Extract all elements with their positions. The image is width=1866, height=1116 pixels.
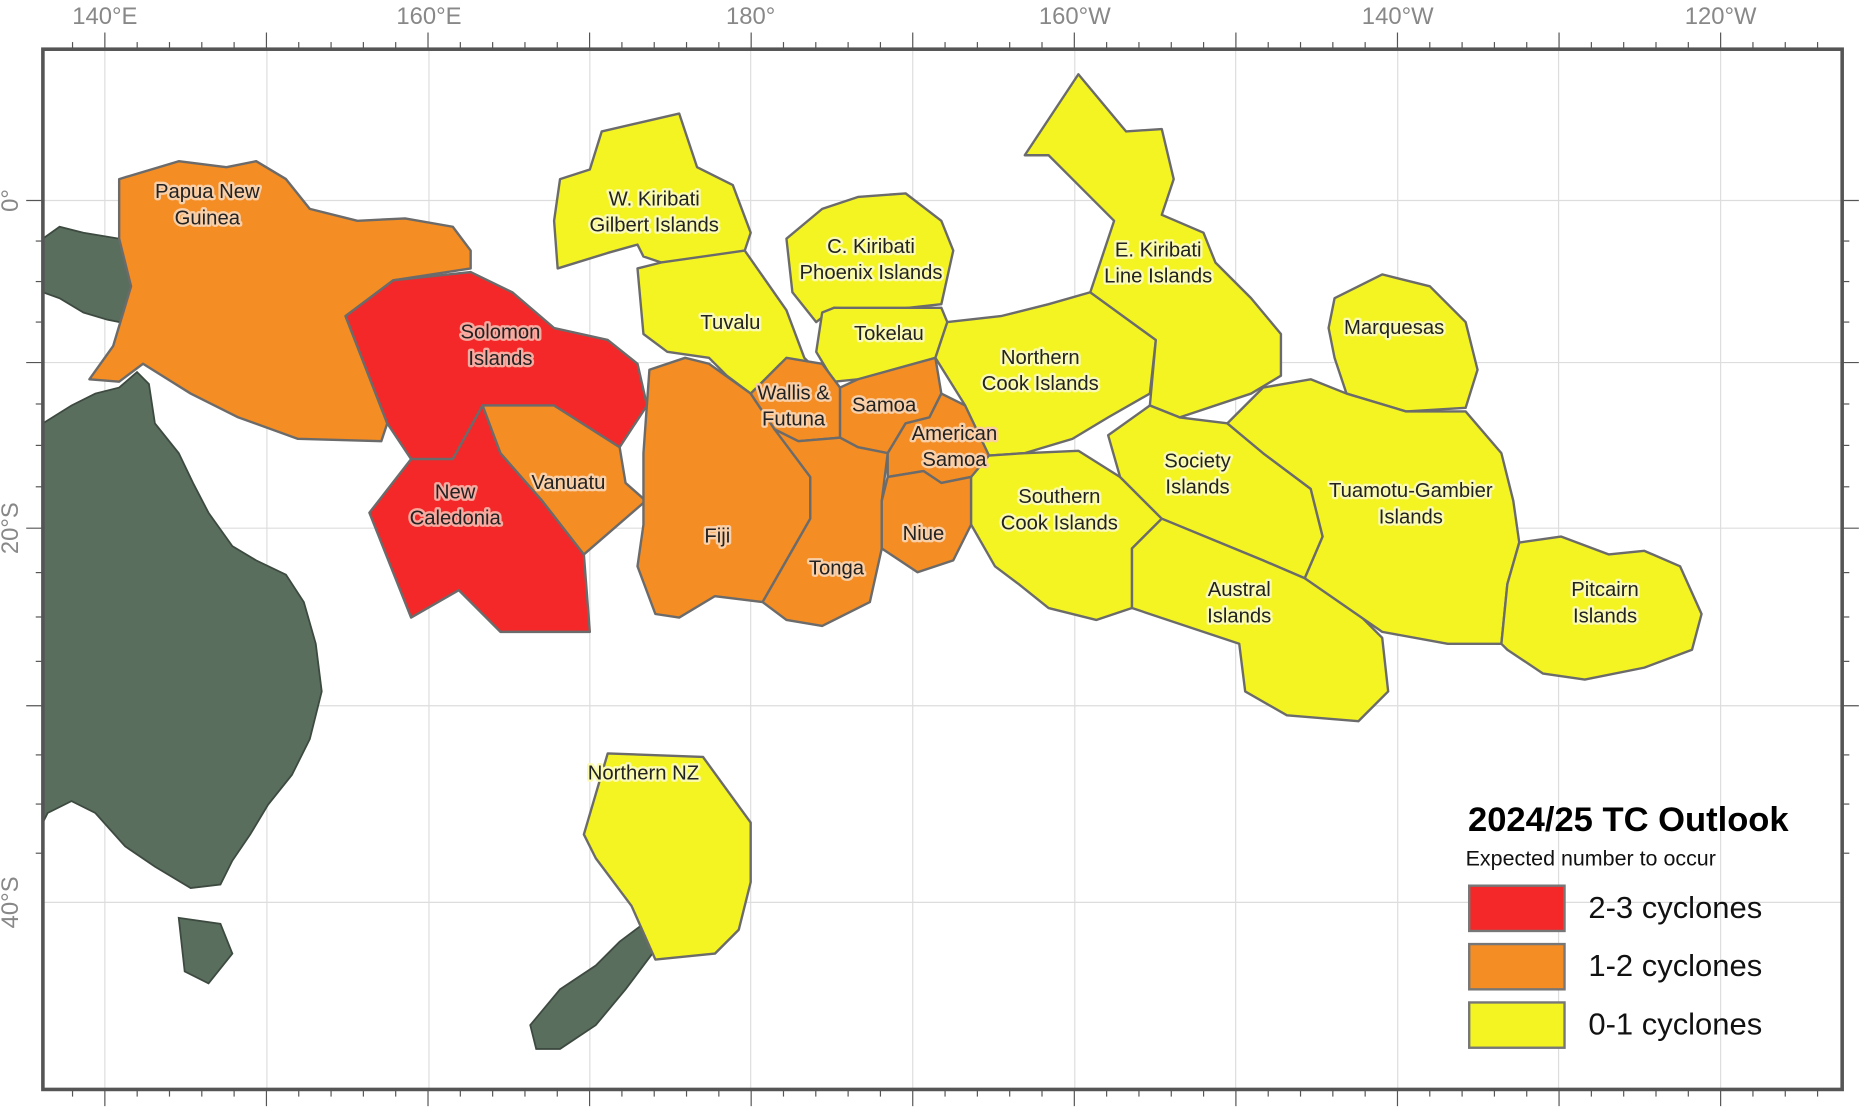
frame-border — [41, 47, 1844, 1092]
legend-subtitle: Expected number to occur — [1466, 846, 1716, 870]
map-frame — [26, 32, 1859, 1107]
region-label-american-samoa: American Samoa — [912, 423, 998, 471]
lon-label-120w: 120°W — [1685, 3, 1757, 30]
region-label-marquesas: Marquesas — [1344, 317, 1444, 339]
legend: 2024/25 TC Outlook Expected number to oc… — [1466, 801, 1789, 1049]
tasmania-land — [177, 916, 234, 985]
region-label-austral-islands: Austral Islands — [1207, 579, 1271, 627]
region-label-fiji: Fiji — [704, 526, 730, 548]
region-label-line: Gilbert Islands — [589, 215, 718, 237]
region-label-line: E. Kiribati — [1115, 240, 1202, 262]
region-label-line: Fiji — [704, 526, 730, 548]
legend-swatch-2-3 — [1468, 884, 1566, 933]
region-northern-nz — [582, 752, 752, 961]
region-label-northern-nz: Northern NZ — [588, 763, 699, 785]
region-label-line: Guinea — [175, 207, 241, 229]
region-label-line: Samoa — [922, 449, 987, 471]
region-label-northern-cook-islands: Northern Cook Islands — [982, 347, 1099, 395]
region-label-line: Cook Islands — [982, 373, 1099, 395]
region-label-niue: Niue — [903, 523, 945, 545]
region-label-w-kiribati-gilbert-islands: W. Kiribati Gilbert Islands — [589, 188, 718, 236]
region-label-line: Vanuatu — [531, 472, 605, 494]
region-label-line: American — [912, 423, 998, 445]
outlook-regions — [88, 73, 1703, 961]
region-label-new-caledonia: New Caledonia — [410, 481, 502, 529]
region-label-line: Solomon — [460, 322, 540, 344]
region-label-line: C. Kiribati — [827, 236, 915, 258]
region-label-society-islands: Society Islands — [1164, 450, 1231, 498]
lon-label-140e: 140°E — [72, 3, 137, 30]
region-label-line: Line Islands — [1104, 266, 1212, 288]
region-label-line: Caledonia — [410, 508, 502, 530]
lat-label-20s: 20°S — [0, 502, 24, 554]
region-label-solomon-islands: Solomon Islands — [460, 322, 540, 370]
region-label-e-kiribati-line-islands: E. Kiribati Line Islands — [1104, 240, 1212, 288]
axis-labels: 140°E 160°E 180° 160°W 140°W 120°W 0° 20… — [0, 3, 1757, 928]
region-label-c-kiribati-phoenix-islands: C. Kiribati Phoenix Islands — [800, 236, 943, 284]
region-label-line: Niue — [903, 523, 945, 545]
region-label-papua-new-guinea: Papua New Guinea — [155, 181, 260, 229]
region-label-line: Futuna — [762, 409, 826, 431]
region-pitcairn-islands — [1500, 535, 1703, 681]
legend-swatch-0-1 — [1468, 1001, 1566, 1049]
region-label-line: Wallis & — [757, 383, 830, 405]
region-label-line: Islands — [1165, 477, 1229, 499]
region-c-kiribati-phoenix-islands — [785, 192, 955, 324]
region-label-line: Austral — [1208, 579, 1271, 601]
region-label-tokelau: Tokelau — [854, 323, 924, 345]
region-label-line: Islands — [1573, 605, 1637, 627]
region-label-line: Cook Islands — [1001, 512, 1118, 534]
region-label-line: Society — [1164, 450, 1231, 472]
lon-label-160w: 160°W — [1039, 3, 1111, 30]
region-label-line: Samoa — [852, 394, 917, 416]
region-label-line: Northern NZ — [588, 763, 699, 785]
region-label-samoa: Samoa — [852, 394, 917, 416]
australia-land — [42, 370, 323, 889]
region-label-line: New — [435, 481, 476, 503]
region-label-line: Islands — [1379, 506, 1443, 528]
legend-label-2-3: 2-3 cyclones — [1588, 890, 1762, 925]
nz-south-island-land — [529, 922, 663, 1050]
region-marquesas — [1327, 273, 1479, 413]
region-label-line: Northern — [1001, 347, 1080, 369]
legend-title: 2024/25 TC Outlook — [1468, 801, 1789, 839]
region-label-line: Tuamotu-Gambier — [1329, 480, 1493, 502]
region-label-line: Tuvalu — [700, 312, 760, 334]
region-e-kiribati-line-islands — [1023, 73, 1283, 419]
lon-label-160e: 160°E — [396, 3, 461, 30]
region-niue — [880, 469, 973, 574]
region-label-line: Pitcairn — [1571, 579, 1639, 601]
region-label-line: Tokelau — [854, 323, 924, 345]
region-label-line: Papua New — [155, 181, 260, 203]
region-label-southern-cook-islands: Southern Cook Islands — [1001, 486, 1118, 534]
region-label-vanuatu: Vanuatu — [531, 472, 605, 494]
legend-label-0-1: 0-1 cyclones — [1588, 1007, 1762, 1042]
lon-label-180: 180° — [726, 3, 775, 30]
region-label-line: Marquesas — [1344, 317, 1444, 339]
region-label-line: Islands — [1207, 605, 1271, 627]
region-tonga — [761, 428, 889, 628]
region-label-tuvalu: Tuvalu — [700, 312, 760, 334]
region-label-line: W. Kiribati — [609, 188, 700, 210]
lat-label-40s: 40°S — [0, 876, 24, 928]
region-label-pitcairn-islands: Pitcairn Islands — [1571, 579, 1639, 627]
region-label-line: Southern — [1018, 486, 1100, 508]
region-label-line: Islands — [468, 348, 532, 370]
region-southern-cook-islands — [969, 449, 1163, 622]
legend-swatch-1-2 — [1468, 942, 1566, 991]
legend-label-1-2: 1-2 cyclones — [1588, 948, 1762, 983]
region-labels: Papua New Guinea Solomon Islands New Caledoni… — [153, 179, 1642, 787]
region-label-tuamotu-gambier-islands: Tuamotu-Gambier Islands — [1329, 480, 1493, 528]
region-label-tonga: Tonga — [809, 558, 865, 580]
region-new-caledonia — [368, 404, 592, 634]
lat-label-0: 0° — [0, 189, 24, 212]
region-label-wallis-futuna: Wallis & Futuna — [757, 383, 830, 431]
region-label-line: Tonga — [809, 558, 865, 580]
region-label-line: Phoenix Islands — [800, 262, 943, 284]
lon-label-140w: 140°W — [1362, 3, 1434, 30]
